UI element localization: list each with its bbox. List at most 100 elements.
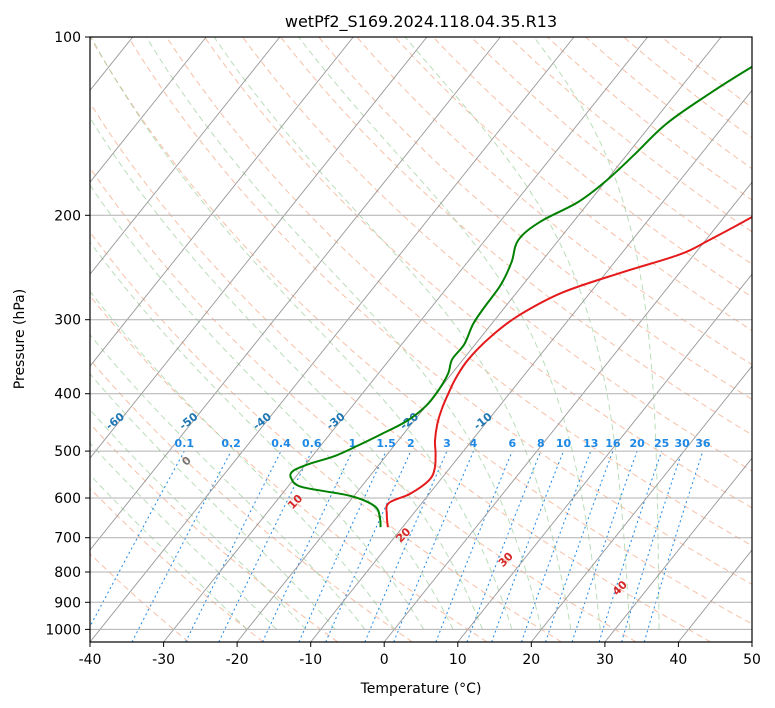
mixing-ratio-line xyxy=(521,450,592,642)
mixing-ratio-label: 2 xyxy=(407,437,415,450)
x-tick-label: 40 xyxy=(669,652,687,668)
mixing-ratio-label: 0.4 xyxy=(271,437,291,450)
mixing-ratio-label: 0.1 xyxy=(175,437,195,450)
y-tick-label: 200 xyxy=(54,208,81,224)
mixing-ratio-line xyxy=(90,450,185,628)
chart-title: wetPf2_S169.2024.118.04.35.R13 xyxy=(285,12,557,32)
mixing-ratio-label: 0.6 xyxy=(302,437,322,450)
moist-adiabat-line xyxy=(213,37,572,630)
y-tick-label: 600 xyxy=(54,491,81,507)
dry-adiabat-line xyxy=(90,37,752,625)
dry-adiabat-line xyxy=(165,37,752,547)
mixing-ratio-label: 3 xyxy=(443,437,451,450)
y-tick-label: 900 xyxy=(54,595,81,611)
dry-adiabat-line xyxy=(90,422,339,642)
isotherm-line xyxy=(90,37,575,642)
x-axis-title: Temperature (°C) xyxy=(360,681,482,697)
dry-adiabat-line xyxy=(394,37,752,332)
moist-adiabat-line xyxy=(90,241,425,630)
mixing-ratio-label: 20 xyxy=(629,437,645,450)
mixing-ratio-label: 8 xyxy=(537,437,545,450)
moist-adiabat-line xyxy=(90,116,483,630)
isotherm-line xyxy=(163,37,648,642)
isotherm-line xyxy=(90,37,354,367)
dry-adiabat-line xyxy=(90,231,562,642)
isotherm-line xyxy=(530,365,752,642)
moist-adiabats xyxy=(90,37,660,630)
profile-series xyxy=(289,65,752,528)
x-tick-label: 10 xyxy=(449,652,467,668)
mixing-ratio-label: 13 xyxy=(583,437,598,450)
mixing-ratio-line xyxy=(621,450,683,642)
mixing-ratio-line xyxy=(218,450,313,642)
x-tick-label: -10 xyxy=(299,652,322,668)
y-tick-label: 1000 xyxy=(45,622,81,638)
mixing-ratio-line xyxy=(466,450,542,642)
y-tick-label: 700 xyxy=(54,531,81,547)
y-tick-label: 400 xyxy=(54,387,81,403)
dry-adiabat-line xyxy=(470,37,752,265)
y-axis-title: Pressure (hPa) xyxy=(12,289,28,389)
moist-adiabat-line xyxy=(90,37,513,630)
mixing-ratio-label: 10 xyxy=(556,437,572,450)
isotherm-line xyxy=(236,37,722,642)
isotherm-line xyxy=(90,37,428,459)
isotherm-line xyxy=(604,457,752,642)
x-tick-label: -30 xyxy=(152,652,175,668)
dry-adiabat-line xyxy=(90,167,637,642)
y-axis: 1000 900 800 700 600 500 400 300 200 100 xyxy=(45,30,90,638)
isotherm-line xyxy=(310,89,752,642)
y-tick-label: 800 xyxy=(54,565,81,581)
mixing-ratio-label: 16 xyxy=(605,437,621,450)
plot-frame xyxy=(89,36,753,643)
isotherm-line xyxy=(90,37,501,551)
x-tick-label: -40 xyxy=(79,652,102,668)
moist-adiabat-line xyxy=(404,37,631,630)
mixing-ratio-line xyxy=(598,450,663,642)
mixing-ratio-label: 30 xyxy=(675,437,691,450)
mixing-ratio-line xyxy=(491,450,564,642)
dry-adiabats xyxy=(90,37,752,642)
moist-adiabat-line xyxy=(90,373,336,630)
mixing-ratio-lines xyxy=(90,450,704,642)
mixing-ratio-line xyxy=(545,450,614,642)
moist-adiabat-line xyxy=(90,334,366,630)
x-tick-label: 30 xyxy=(596,652,614,668)
mixing-ratio-label: 1 xyxy=(349,437,357,450)
temperature-profile-line xyxy=(385,215,752,528)
mixing-ratio-line xyxy=(643,450,704,642)
mixing-ratio-label: 25 xyxy=(654,437,669,450)
dewpoint-profile-line xyxy=(289,65,752,528)
dry-adiabat-line xyxy=(432,37,752,298)
mixing-ratio-label: 36 xyxy=(695,437,711,450)
mixing-ratio-line xyxy=(262,450,353,642)
isotherm-line xyxy=(383,181,752,642)
x-axis: -40 -30 -20 -10 0 10 20 30 40 50 xyxy=(79,642,761,668)
mixing-ratio-label: 0.2 xyxy=(221,437,241,450)
y-tick-label: 300 xyxy=(54,313,81,329)
isotherm-line xyxy=(90,37,281,275)
mixing-ratio-line xyxy=(131,450,232,642)
moist-adiabat-line xyxy=(145,37,542,630)
isobars xyxy=(90,37,752,630)
mixing-ratio-label: 4 xyxy=(470,437,478,450)
x-tick-label: 0 xyxy=(380,652,389,668)
x-tick-label: -20 xyxy=(226,652,249,668)
y-tick-label: 500 xyxy=(54,444,81,460)
x-tick-label: 50 xyxy=(743,652,761,668)
mixing-ratio-label: 6 xyxy=(508,437,516,450)
mixing-ratio-line xyxy=(435,450,513,642)
moist-adiabat-line xyxy=(298,37,601,630)
isotherm-line xyxy=(90,37,207,183)
moist-adiabat-line xyxy=(533,37,660,630)
isotherms xyxy=(90,37,752,642)
moist-adiabat-line xyxy=(90,290,395,630)
moist-adiabat-line xyxy=(90,474,248,630)
mixing-ratio-line xyxy=(571,450,638,642)
mixing-ratio-line xyxy=(185,450,282,642)
dry-adiabat-line xyxy=(280,37,752,436)
x-tick-label: 20 xyxy=(522,652,540,668)
dry-adiabat-line xyxy=(585,37,752,170)
